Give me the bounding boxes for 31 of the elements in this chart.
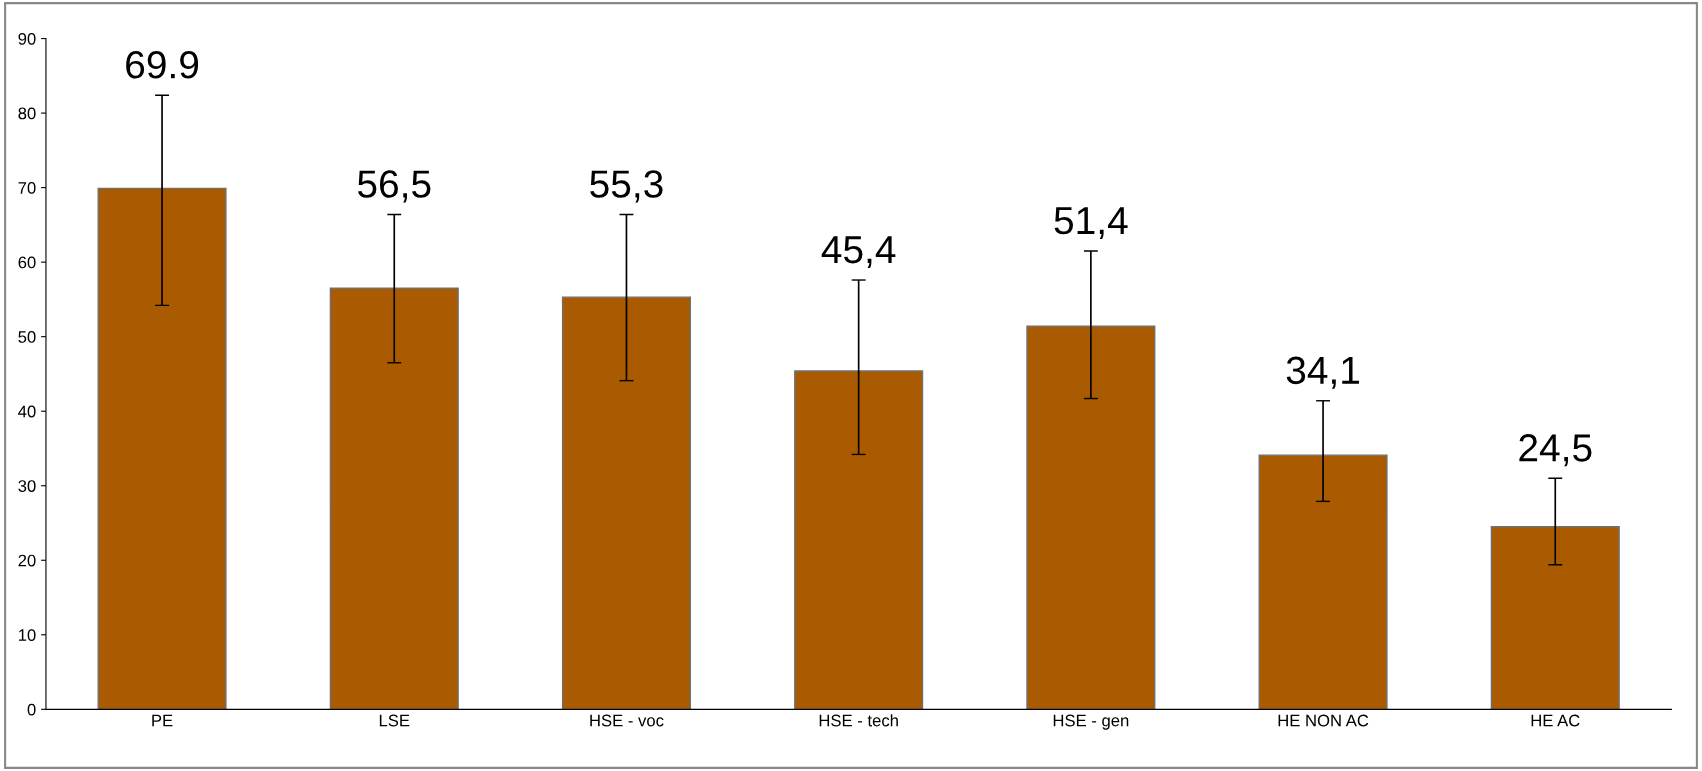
y-tick-label: 70	[18, 182, 36, 194]
x-tick-label: HE AC	[1531, 714, 1580, 727]
y-tick-label: 80	[18, 107, 36, 120]
data-label: 69.9	[126, 51, 199, 79]
bar	[1026, 325, 1156, 710]
bar	[1490, 526, 1620, 710]
bar	[97, 187, 227, 710]
x-tick-label: PE	[152, 714, 173, 727]
data-label: 24,5	[1519, 434, 1592, 467]
bar	[794, 370, 924, 710]
x-tick-label: HSE - voc	[590, 714, 664, 727]
x-tick-label: HSE - gen	[1053, 714, 1129, 730]
y-tick-label: 60	[18, 256, 36, 269]
bar	[561, 296, 692, 710]
x-tick-label: LSE	[379, 714, 410, 727]
data-label: 45,4	[821, 236, 896, 268]
bar	[329, 287, 459, 710]
data-label: 34,1	[1286, 356, 1360, 389]
y-tick-label: 50	[18, 331, 36, 343]
x-tick-label: HE NON AC	[1278, 714, 1369, 727]
bar	[1258, 454, 1388, 710]
data-label: 55,3	[590, 170, 663, 203]
y-tick-label: 10	[18, 629, 36, 641]
x-tick-label: HSE - tech	[819, 714, 898, 727]
y-tick-label: 90	[18, 32, 36, 45]
data-label: 56,5	[357, 170, 431, 203]
y-tick-label: 20	[18, 554, 36, 567]
data-label: 51,4	[1054, 207, 1128, 239]
y-tick-label: 0	[27, 703, 36, 716]
y-tick-label: 40	[18, 405, 36, 418]
y-tick-label: 30	[18, 480, 36, 492]
